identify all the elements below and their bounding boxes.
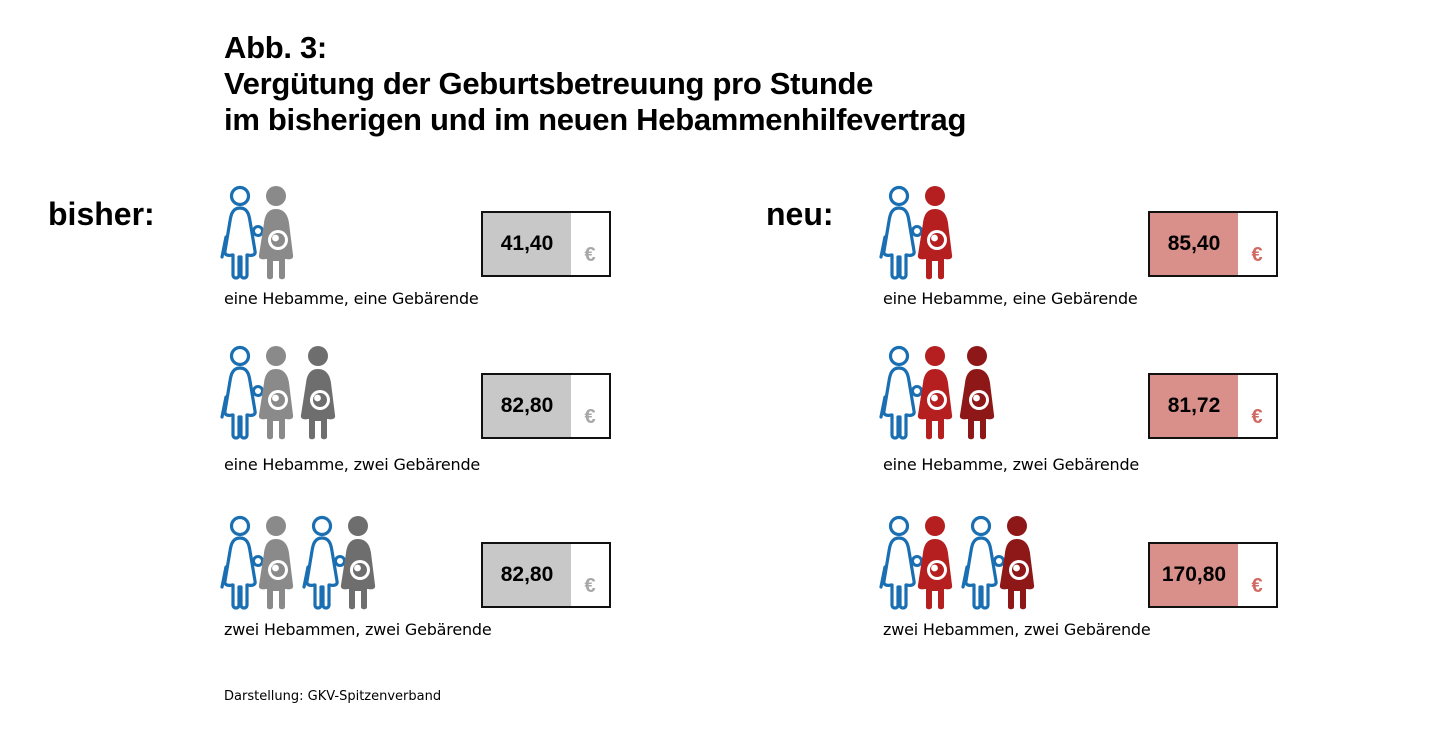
euro-icon: €	[584, 406, 596, 428]
figure-group-icon	[220, 185, 420, 285]
old-row-1: 41,40 € eine Hebamme, eine Gebärende	[220, 185, 644, 315]
figure-group-icon	[220, 515, 420, 615]
new-row-3: 170,80 € zwei Hebammen, zwei Gebärende	[879, 515, 1303, 645]
value-box: 82,80 €	[481, 542, 611, 608]
source-note: Darstellung: GKV-Spitzenverband	[224, 689, 442, 704]
value-box: 82,80 €	[481, 373, 611, 439]
caption: zwei Hebammen, zwei Gebärende	[224, 620, 492, 639]
caption: eine Hebamme, eine Gebärende	[883, 289, 1138, 308]
caption: eine Hebamme, zwei Gebärende	[224, 455, 481, 474]
euro-icon: €	[584, 575, 596, 597]
value: 81,72	[1150, 375, 1238, 437]
euro-icon: €	[584, 244, 596, 266]
euro-icon: €	[1251, 575, 1263, 597]
old-row-3: 82,80 € zwei Hebammen, zwei Gebärende	[220, 515, 644, 645]
figure-group-icon	[879, 345, 1079, 445]
value-box: 81,72 €	[1148, 373, 1278, 439]
old-row-2: 82,80 € eine Hebamme, zwei Gebärende	[220, 345, 644, 475]
value: 85,40	[1150, 213, 1238, 275]
label-neu: neu:	[766, 196, 834, 232]
new-row-1: 85,40 € eine Hebamme, eine Gebärende	[879, 185, 1303, 315]
caption: eine Hebamme, zwei Gebärende	[883, 455, 1140, 474]
value: 41,40	[483, 213, 571, 275]
new-row-2: 81,72 € eine Hebamme, zwei Gebärende	[879, 345, 1303, 475]
figure-group-icon	[879, 515, 1079, 615]
label-bisher: bisher:	[48, 196, 155, 232]
value-box: 170,80 €	[1148, 542, 1278, 608]
caption: eine Hebamme, eine Gebärende	[224, 289, 479, 308]
title-line-2: Vergütung der Geburtsbetreuung pro Stund…	[224, 66, 874, 101]
value: 82,80	[483, 544, 571, 606]
caption: zwei Hebammen, zwei Gebärende	[883, 620, 1151, 639]
title-line-3: im bisherigen und im neuen Hebammenhilfe…	[224, 102, 967, 137]
value-box: 85,40 €	[1148, 211, 1278, 277]
figure-title: Abb. 3: Vergütung der Geburtsbetreuung p…	[224, 30, 966, 138]
euro-icon: €	[1251, 406, 1263, 428]
figure-group-icon	[220, 345, 420, 445]
value: 170,80	[1150, 544, 1238, 606]
value-box: 41,40 €	[481, 211, 611, 277]
figure-group-icon	[879, 185, 1079, 285]
value: 82,80	[483, 375, 571, 437]
euro-icon: €	[1251, 244, 1263, 266]
title-line-1: Abb. 3:	[224, 30, 327, 65]
